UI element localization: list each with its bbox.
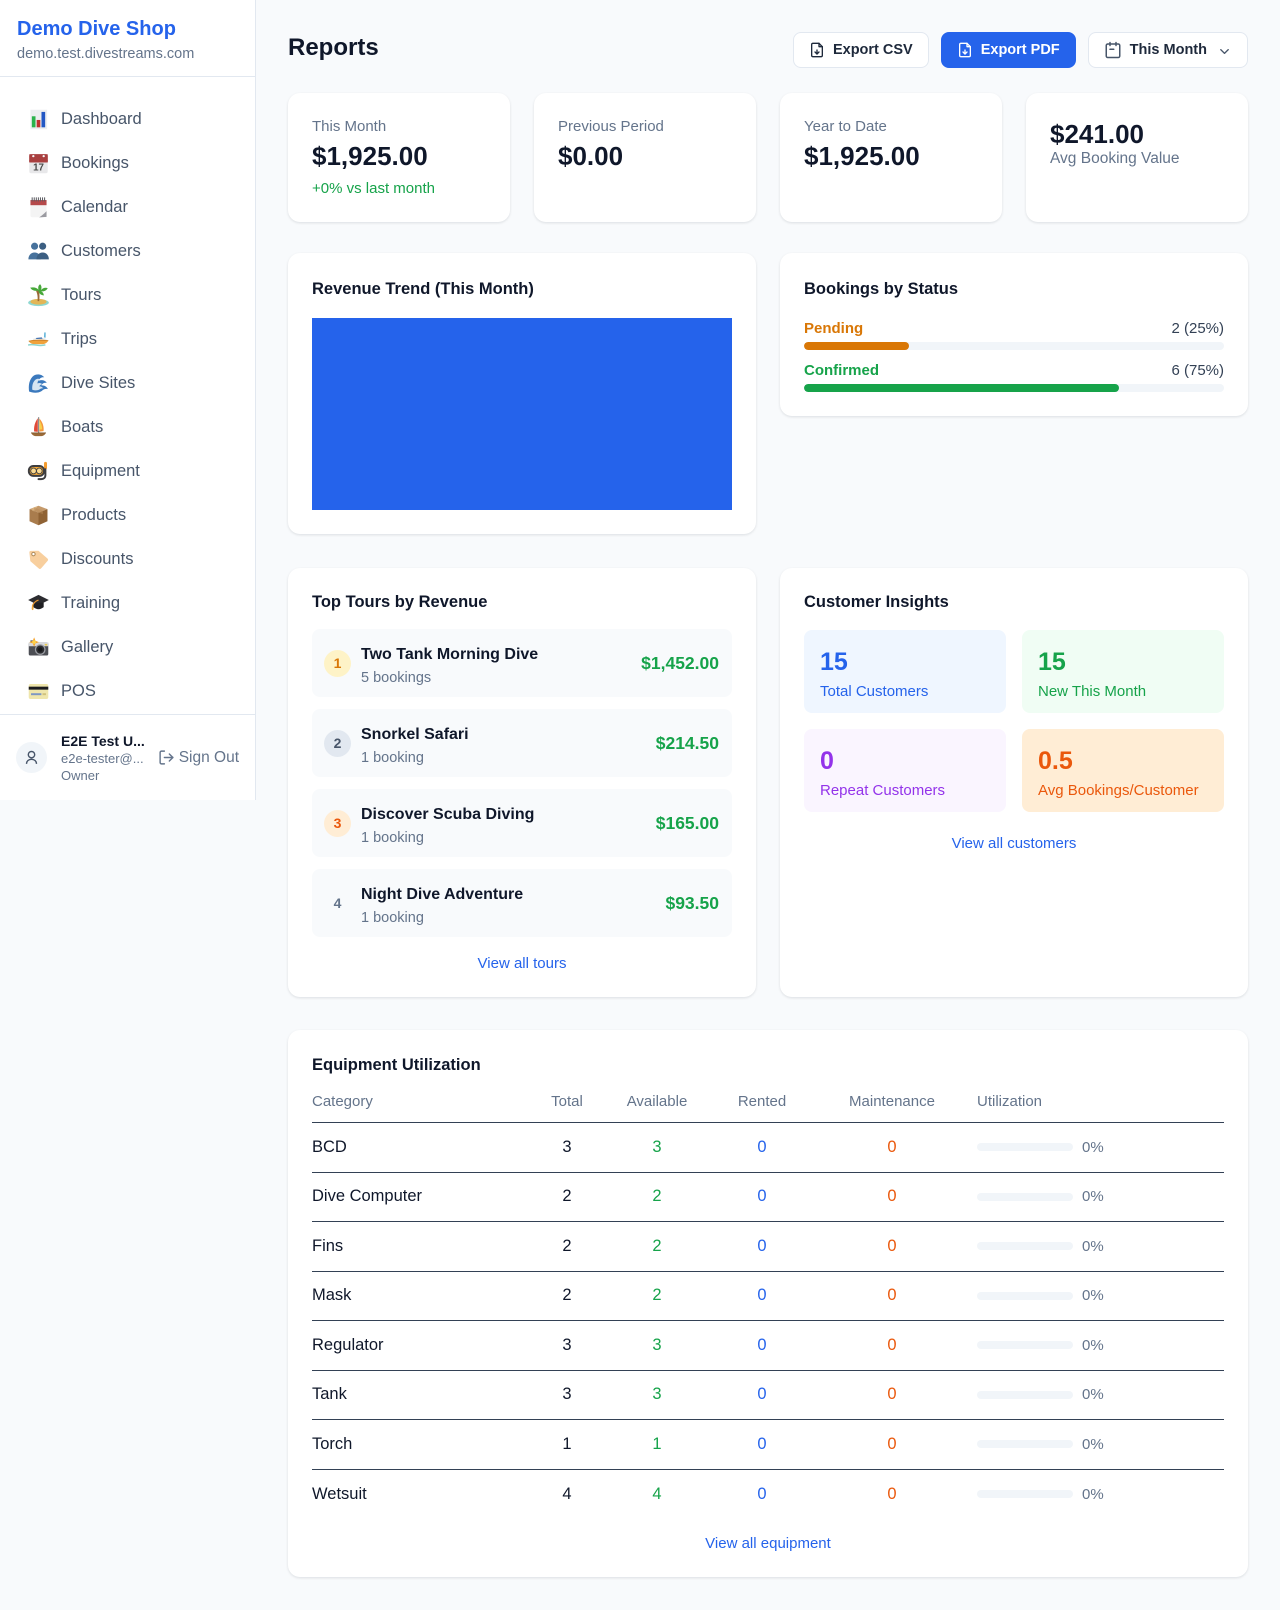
svg-text:17: 17 xyxy=(33,162,44,173)
